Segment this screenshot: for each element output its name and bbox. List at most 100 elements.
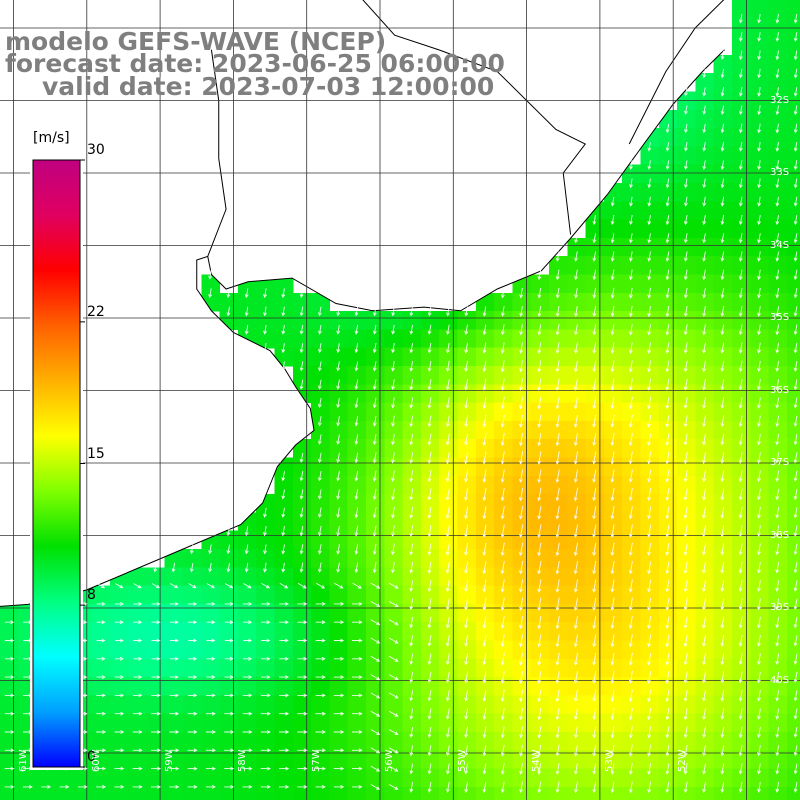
wind-arrow bbox=[775, 543, 780, 556]
wind-cell bbox=[402, 366, 422, 385]
wind-cell bbox=[622, 567, 642, 587]
wind-arrow bbox=[574, 763, 578, 775]
wind-arrow bbox=[702, 160, 707, 171]
wind-arrow bbox=[629, 160, 633, 170]
wind-cell bbox=[402, 695, 422, 715]
wind-cell bbox=[457, 750, 477, 770]
wind-arrow bbox=[427, 781, 432, 793]
wind-arrow bbox=[206, 675, 216, 679]
wind-arrow bbox=[169, 656, 179, 661]
wind-arrow bbox=[592, 707, 597, 721]
latitude-label: 39S bbox=[770, 602, 790, 613]
wind-arrow bbox=[352, 620, 363, 625]
wind-cell bbox=[475, 384, 495, 404]
wind-arrow bbox=[720, 123, 725, 134]
wind-cell bbox=[677, 786, 696, 800]
wind-arrow bbox=[647, 269, 652, 281]
wind-arrow bbox=[372, 525, 377, 537]
wind-arrow bbox=[372, 452, 377, 464]
wind-cell bbox=[603, 219, 623, 239]
wind-cell bbox=[713, 384, 733, 404]
wind-cell bbox=[256, 585, 276, 605]
wind-arrow bbox=[336, 434, 341, 445]
wind-cell bbox=[420, 347, 440, 367]
wind-arrow bbox=[96, 730, 107, 734]
wind-cell bbox=[128, 640, 147, 660]
wind-arrow bbox=[610, 287, 615, 299]
latitude-label: 34S bbox=[770, 239, 790, 251]
wind-cell bbox=[622, 786, 642, 800]
latitude-label: 38S bbox=[770, 529, 790, 541]
wind-arrow bbox=[775, 397, 780, 409]
wind-arrow bbox=[702, 561, 707, 574]
wind-arrow bbox=[518, 451, 524, 465]
wind-arrow bbox=[427, 342, 432, 354]
wind-cell bbox=[786, 640, 800, 660]
wind-cell bbox=[768, 475, 788, 495]
wind-cell bbox=[567, 384, 587, 404]
wind-arrow bbox=[592, 524, 597, 538]
wind-cell bbox=[677, 219, 696, 239]
wind-cell bbox=[292, 603, 312, 623]
wind-arrow bbox=[519, 708, 523, 721]
wind-arrow bbox=[665, 123, 670, 134]
wind-cell bbox=[695, 750, 715, 770]
longitude-label: 59W bbox=[164, 749, 176, 772]
wind-cell bbox=[146, 768, 166, 788]
wind-arrow bbox=[738, 160, 743, 171]
wind-arrow bbox=[793, 452, 798, 464]
wind-arrow bbox=[720, 689, 725, 702]
wind-cell bbox=[695, 622, 715, 642]
wind-arrow bbox=[409, 726, 414, 738]
wind-arrow bbox=[720, 178, 725, 189]
wind-arrow bbox=[500, 781, 505, 794]
wind-cell bbox=[567, 585, 587, 605]
wind-cell bbox=[384, 768, 404, 788]
wind-cell bbox=[311, 750, 330, 770]
wind-arrow bbox=[205, 730, 216, 734]
wind-cell bbox=[695, 164, 715, 184]
wind-arrow bbox=[372, 470, 377, 482]
wind-cell bbox=[274, 329, 294, 349]
wind-cell bbox=[677, 677, 696, 696]
wind-cell bbox=[750, 329, 770, 349]
wind-arrow bbox=[297, 638, 308, 643]
wind-arrow bbox=[482, 324, 487, 336]
wind-arrow bbox=[555, 396, 560, 410]
wind-arrow bbox=[500, 378, 505, 391]
wind-arrow bbox=[464, 745, 469, 757]
wind-arrow bbox=[409, 708, 414, 720]
wind-arrow bbox=[317, 379, 322, 390]
wind-cell bbox=[109, 786, 129, 800]
wind-arrow bbox=[665, 597, 670, 611]
wind-cell bbox=[366, 677, 385, 696]
wind-cell bbox=[329, 347, 349, 367]
wind-arrow bbox=[391, 525, 395, 537]
wind-cell bbox=[549, 439, 568, 459]
wind-arrow bbox=[519, 433, 524, 447]
wind-cell bbox=[201, 549, 221, 568]
wind-arrow bbox=[628, 561, 633, 575]
wind-cell bbox=[475, 366, 495, 385]
wind-cell bbox=[274, 567, 294, 587]
wind-arrow bbox=[665, 469, 670, 483]
wind-arrow bbox=[279, 766, 290, 771]
wind-cell bbox=[274, 640, 294, 660]
wind-arrow bbox=[793, 324, 798, 336]
wind-arrow bbox=[647, 469, 652, 483]
wind-arrow bbox=[665, 708, 670, 721]
wind-cell bbox=[530, 786, 550, 800]
wind-cell bbox=[549, 494, 568, 513]
wind-cell bbox=[494, 292, 513, 312]
wind-arrow bbox=[500, 616, 505, 630]
wind-arrow bbox=[388, 747, 399, 754]
wind-cell bbox=[219, 786, 239, 800]
wind-cell bbox=[475, 494, 495, 513]
wind-cell bbox=[567, 677, 587, 696]
wind-arrow bbox=[592, 251, 597, 262]
wind-cell bbox=[183, 567, 202, 587]
wind-arrow bbox=[775, 306, 780, 317]
wind-cell bbox=[768, 311, 788, 330]
wind-cell bbox=[347, 420, 367, 440]
wind-cell bbox=[475, 311, 495, 330]
